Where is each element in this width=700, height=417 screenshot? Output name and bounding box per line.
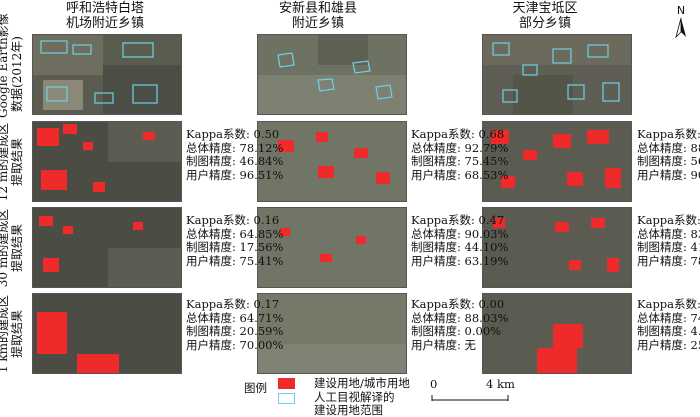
user-accuracy: 用户精度: 25.00% [637, 337, 700, 352]
user-accuracy: 用户精度: 96.51% [186, 167, 284, 182]
producer-accuracy: 制图精度: 46.84% [186, 154, 284, 169]
legend-label-line2: 建设用地范围 [314, 403, 383, 417]
stats-12m-baodi: Kappa系数: 0.62 总体精度: 88.29% 制图精度: 56.09% … [637, 127, 700, 182]
producer-accuracy: 制图精度: 0.00% [411, 324, 502, 339]
overall-accuracy: 总体精度: 92.79% [411, 140, 509, 155]
user-accuracy: 用户精度: 63.19% [411, 253, 509, 268]
stats-12m-anxin: Kappa系数: 0.68 总体精度: 92.79% 制图精度: 75.45% … [411, 127, 509, 182]
legend-title: 图例 [244, 381, 267, 395]
north-label: N [676, 4, 686, 17]
kappa-value: Kappa系数: 0.00 [411, 297, 505, 311]
kappa-value: Kappa系数: 0.68 [411, 127, 505, 141]
producer-accuracy: 制图精度: 44.10% [411, 240, 509, 255]
legend-swatch-built-up [278, 378, 295, 389]
row-label-line2: 提取结果 [10, 310, 24, 359]
result-tile-1km-anxin [257, 293, 407, 374]
row-label-30m: 30 m的建成区 提取结果 [0, 204, 28, 292]
user-accuracy: 用户精度: 70.00% [186, 337, 284, 352]
column-title-line1: 天津宝坻区 [512, 1, 578, 16]
overall-accuracy: 总体精度: 64.71% [186, 310, 284, 325]
producer-accuracy: 制图精度: 20.59% [186, 324, 284, 339]
result-tile-1km-hohhot [32, 293, 182, 374]
producer-accuracy: 制图精度: 41.11% [637, 240, 700, 255]
kappa-value: Kappa系数: 0.45 [637, 213, 700, 227]
overall-accuracy: 总体精度: 64.85% [186, 226, 284, 241]
row-label-line2: 数据(2012年) [10, 36, 24, 112]
result-tile-30m-anxin [257, 207, 407, 288]
producer-accuracy: 制图精度: 4.55% [637, 324, 700, 339]
overall-accuracy: 总体精度: 83.62% [637, 226, 700, 241]
column-title-line1: 安新县和雄县 [278, 1, 357, 16]
overall-accuracy: 总体精度: 78.12% [186, 140, 284, 155]
stats-30m-hohhot: Kappa系数: 0.16 总体精度: 64.85% 制图精度: 17.56% … [186, 213, 284, 268]
scale-label-zero: 0 [430, 377, 438, 391]
kappa-value: Kappa系数: 0.62 [637, 127, 700, 141]
stats-12m-hohhot: Kappa系数: 0.50 总体精度: 78.12% 制图精度: 46.84% … [186, 127, 284, 182]
kappa-value: Kappa系数: 0.00 [637, 297, 700, 311]
imagery-tile-hohhot [32, 34, 182, 115]
imagery-tile-baodi [482, 34, 632, 115]
row-label-1km: 1 km的建成区 提取结果 [0, 290, 28, 378]
north-arrow-icon [675, 17, 686, 39]
stats-1km-baodi: Kappa系数: 0.00 总体精度: 74.19% 制图精度: 4.55% 用… [637, 297, 700, 352]
legend-label-built-up: 建设用地/城市用地 [314, 376, 410, 390]
column-title-line2: 机场附近乡镇 [65, 16, 144, 31]
imagery-tile-anxin [257, 34, 407, 115]
legend-label-line1: 人工目视解译的 [314, 390, 395, 404]
producer-accuracy: 制图精度: 17.56% [186, 240, 284, 255]
producer-accuracy: 制图精度: 75.45% [411, 154, 509, 169]
scale-bar [431, 395, 509, 401]
row-label-line2: 提取结果 [10, 138, 24, 187]
user-accuracy: 用户精度: 90.14% [637, 167, 700, 182]
result-tile-30m-hohhot [32, 207, 182, 288]
kappa-value: Kappa系数: 0.17 [186, 297, 280, 311]
scale-label-end: 4 km [486, 377, 515, 391]
kappa-value: Kappa系数: 0.50 [186, 127, 280, 141]
row-label-line1: 12 m的建成区 [0, 122, 10, 202]
row-label-line1: Google Earth影像 [0, 13, 10, 118]
stats-30m-baodi: Kappa系数: 0.45 总体精度: 83.62% 制图精度: 41.11% … [637, 213, 700, 268]
overall-accuracy: 总体精度: 74.19% [637, 310, 700, 325]
column-title-hohhot: 呼和浩特白塔 机场附近乡镇 [30, 1, 180, 31]
legend-label-manual-outline: 人工目视解译的 建设用地范围 [314, 391, 395, 417]
user-accuracy: 用户精度: 68.53% [411, 167, 509, 182]
user-accuracy: 用户精度: 78.81% [637, 253, 700, 268]
result-tile-12m-baodi [482, 121, 632, 202]
user-accuracy: 用户精度: 无 [411, 337, 477, 352]
row-label-imagery: Google Earth影像 数据(2012年) [0, 13, 28, 118]
legend-swatch-manual-outline [278, 393, 295, 404]
stats-1km-hohhot: Kappa系数: 0.17 总体精度: 64.71% 制图精度: 20.59% … [186, 297, 284, 352]
north-arrow: N [670, 4, 692, 42]
column-title-line1: 呼和浩特白塔 [65, 1, 144, 16]
overall-accuracy: 总体精度: 88.29% [637, 140, 700, 155]
column-title-baodi: 天津宝坻区 部分乡镇 [470, 1, 620, 31]
result-tile-12m-hohhot [32, 121, 182, 202]
stats-1km-anxin: Kappa系数: 0.00 总体精度: 88.03% 制图精度: 0.00% 用… [411, 297, 509, 352]
stats-30m-anxin: Kappa系数: 0.47 总体精度: 90.03% 制图精度: 44.10% … [411, 213, 509, 268]
result-tile-12m-anxin [257, 121, 407, 202]
overall-accuracy: 总体精度: 88.03% [411, 310, 509, 325]
row-label-line1: 30 m的建成区 [0, 208, 10, 288]
row-label-line1: 1 km的建成区 [0, 294, 10, 373]
column-title-line2: 附近乡镇 [291, 16, 344, 31]
kappa-value: Kappa系数: 0.16 [186, 213, 280, 227]
user-accuracy: 用户精度: 75.41% [186, 253, 284, 268]
overall-accuracy: 总体精度: 90.03% [411, 226, 509, 241]
column-title-anxin-xiong: 安新县和雄县 附近乡镇 [243, 1, 393, 31]
result-tile-30m-baodi [482, 207, 632, 288]
row-label-line2: 提取结果 [10, 224, 24, 273]
result-tile-1km-baodi [482, 293, 632, 374]
row-label-12m: 12 m的建成区 提取结果 [0, 118, 28, 206]
kappa-value: Kappa系数: 0.47 [411, 213, 505, 227]
column-title-line2: 部分乡镇 [518, 16, 571, 31]
producer-accuracy: 制图精度: 56.09% [637, 154, 700, 169]
